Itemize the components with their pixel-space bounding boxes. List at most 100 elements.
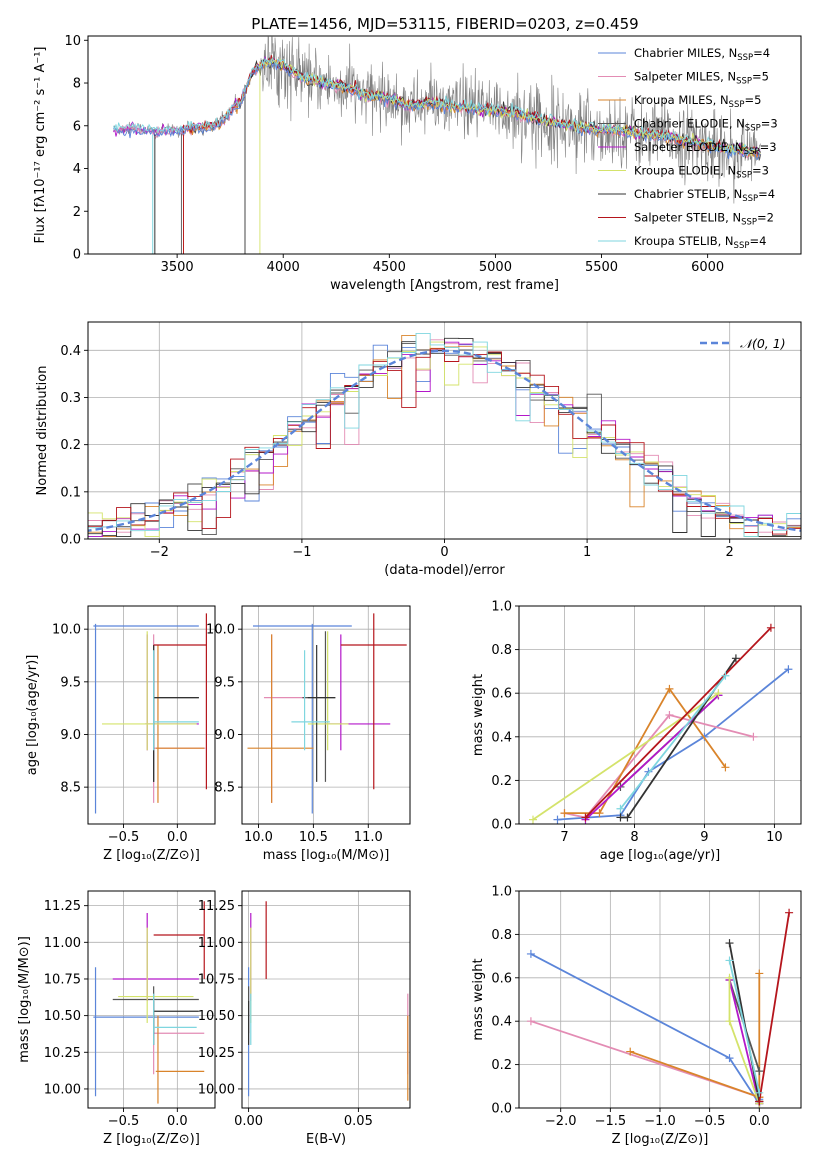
legend-entry-label: Salpeter MILES, N	[634, 70, 736, 84]
mass-weight-point-marker	[785, 908, 794, 917]
spectrum-chart: 3500 4000 4500 5000 5500 6000 0 2 4 6 8 10 wavelengt…	[33, 34, 802, 293]
x-tick-label: −1	[292, 545, 311, 560]
axes-frame	[87, 605, 216, 825]
age-vs-Z-chart: −0.5 0.0 8.5 9.0 9.5 10.0 Z [log₁₀(Z/Z⊙)] age […	[25, 605, 216, 863]
x-tick-label: 5000	[479, 260, 512, 275]
y-tick-label: 0.6	[491, 687, 512, 702]
residual-histogram-step	[88, 332, 801, 538]
x-axis-label: mass [log₁₀(M/M⊙)]	[263, 848, 390, 863]
mass-weight-point-marker	[725, 956, 734, 965]
mass-weight-point-marker	[526, 949, 535, 958]
x-tick-label: 10.5	[299, 830, 328, 845]
legend-entry-sub: SSP	[741, 218, 757, 228]
x-axis-label: Z [log₁₀(Z/Z⊙)]	[103, 848, 200, 863]
mass-weight-series-line	[530, 1020, 761, 1102]
y-tick-label: 10.25	[44, 1046, 81, 1061]
mass-weight-point-marker	[725, 1054, 734, 1063]
legend-entry-label: Chabrier STELIB, N	[634, 187, 742, 201]
legend-entry-sub: SSP	[744, 147, 760, 157]
x-tick-label: 0	[440, 545, 448, 560]
y-tick-label: 0.0	[491, 818, 512, 833]
y-tick-label: 0.8	[491, 928, 512, 943]
mass-weight-point-marker	[526, 1017, 535, 1026]
x-tick-label: 3500	[161, 260, 194, 275]
age-vs-mass-chart: 10.0 10.5 11.0 8.5 9.0 9.5 10.0 mass [log₁₀(M/M…	[206, 605, 411, 863]
y-tick-label: 0	[73, 248, 81, 263]
x-tick-label: 4000	[267, 260, 300, 275]
legend-entry-sub: SSP	[736, 171, 752, 181]
legend-entry: Salpeter STELIB, NSSP=2	[634, 211, 774, 228]
legend-entry-count: =3	[761, 117, 778, 131]
mass-weight-series-line	[557, 668, 789, 821]
y-tick-label: 0.1	[60, 485, 81, 500]
y-tick-label: 9.5	[214, 675, 235, 690]
y-tick-label: 9.5	[60, 675, 81, 690]
y-axis-label: mass weight	[471, 674, 486, 756]
legend-entry-count: =5	[744, 93, 761, 107]
x-tick-label: 8	[630, 830, 638, 845]
axes-frame	[518, 605, 802, 825]
mass-vs-EBV-chart: 0.00 0.05 10.00 10.25 10.50 10.75 11.00 11.25 E(…	[198, 890, 411, 1147]
y-tick-label: 0.2	[491, 774, 512, 789]
mass-weight-point-marker	[560, 809, 569, 818]
legend-entry-sub: SSP	[745, 124, 761, 134]
mass-weight-point-marker	[755, 1088, 764, 1097]
legend-entry-label: Salpeter ELODIE, N	[634, 140, 744, 154]
x-tick-label: 0.0	[167, 1114, 188, 1129]
mass-weight-point-marker	[755, 1067, 764, 1076]
y-axis-label: Normed distribution	[35, 366, 50, 496]
plot-area	[93, 901, 205, 1104]
plot-area	[528, 623, 793, 824]
y-tick-label: 10.50	[44, 1009, 81, 1024]
mass-weight-point-marker	[665, 684, 674, 693]
y-tick-label: 10.0	[52, 623, 81, 638]
x-axis-label: (data-model)/error	[384, 563, 505, 578]
legend-entry: Kroupa MILES, NSSP=5	[634, 93, 761, 110]
y-tick-label: 10	[64, 34, 81, 49]
y-tick-label: 0.0	[60, 533, 81, 548]
x-tick-label: 0.05	[344, 1114, 373, 1129]
mass-weight-point-marker	[616, 804, 625, 813]
axes-frame	[241, 605, 411, 825]
legend-entry-count: =4	[753, 46, 770, 60]
y-tick-label: 10.00	[44, 1082, 81, 1097]
axes-frame	[87, 35, 802, 255]
y-tick-label: 10.75	[198, 972, 235, 987]
y-tick-label: 0.4	[491, 730, 512, 745]
plot-area	[113, 36, 762, 254]
legend-entry-sub: SSP	[737, 53, 753, 63]
mass-weight-point-marker	[755, 969, 764, 978]
y-tick-label: 0.2	[60, 438, 81, 453]
legend-entry-count: =2	[757, 211, 774, 225]
mass-weight-point-marker	[616, 813, 625, 822]
x-tick-label: 0.0	[167, 830, 188, 845]
mass-weight-series-line	[530, 953, 761, 1107]
mass-weight-point-marker	[731, 654, 740, 663]
mass-weight-point-marker	[721, 671, 730, 680]
model-spectrum-line	[113, 57, 761, 156]
legend-entry-sub: SSP	[729, 100, 745, 110]
y-tick-label: 9.0	[60, 728, 81, 743]
mass-weight-series-line	[619, 675, 727, 810]
y-tick-label: 8.5	[214, 781, 235, 796]
mass-weight-series-line	[758, 912, 790, 1102]
mass-weight-point-marker	[755, 1097, 764, 1106]
mass-weight-point-marker	[626, 1047, 635, 1056]
x-axis-label: Z [log₁₀(Z/Z⊙)]	[103, 1132, 200, 1147]
y-tick-label: 0.4	[60, 344, 81, 359]
mass-weight-vs-age-chart: 7 8 9 10 0.0 0.2 0.4 0.6 0.8 1.0 age [log₁₀(age/yr…	[471, 600, 802, 863]
legend-entry-count: =5	[752, 70, 769, 84]
y-tick-label: 2	[73, 205, 81, 220]
legend-entry-label: Chabrier MILES, N	[634, 46, 737, 60]
x-tick-label: 9	[700, 830, 708, 845]
x-tick-label: 10	[766, 830, 783, 845]
y-axis-label: mass [log₁₀(M/M⊙)]	[17, 936, 32, 1063]
x-tick-label: 5500	[585, 260, 618, 275]
x-tick-label: −0.5	[694, 1114, 726, 1129]
x-tick-label: −0.5	[108, 1114, 140, 1129]
y-tick-label: 11.00	[198, 936, 235, 951]
normal-reference-curve	[88, 349, 801, 532]
legend-entry-label: Kroupa ELODIE, N	[634, 164, 736, 178]
